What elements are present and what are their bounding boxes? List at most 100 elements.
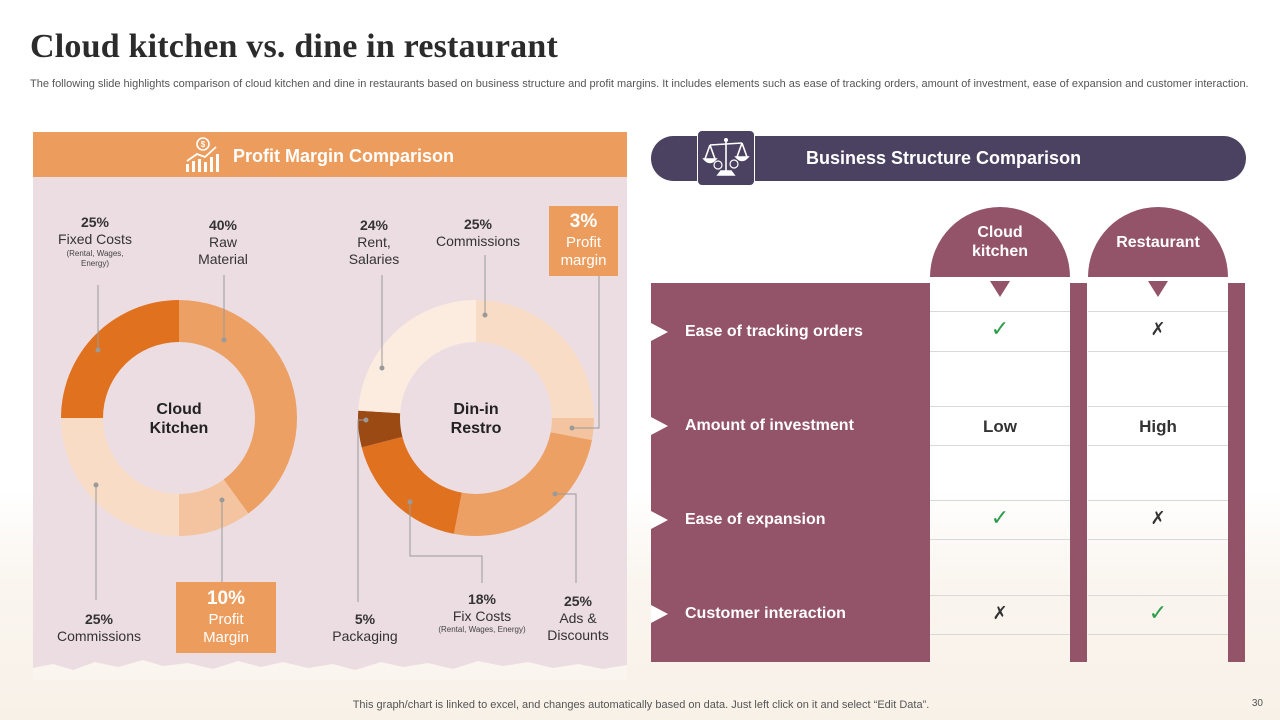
donut-slice-raw-material xyxy=(179,300,297,514)
page-number: 30 xyxy=(1251,698,1263,709)
grid-line xyxy=(930,311,1070,312)
slice-name-line1: Ads & xyxy=(559,610,597,626)
cloud-kitchen-center-label: Cloud Kitchen xyxy=(139,400,219,438)
cell-cloud-tracking-check-icon: ✓ xyxy=(990,316,1010,341)
column-arrow-restaurant xyxy=(1148,281,1168,297)
slice-pct: 25% xyxy=(80,214,110,230)
label-raw-material: 40% Raw Material xyxy=(183,217,263,268)
slice-name-line1: Rent, xyxy=(357,234,391,250)
center-label-line1: Cloud xyxy=(156,401,202,418)
callout-profit-margin-cloud: 10% Profit Margin xyxy=(176,582,276,653)
center-label-line2: Kitchen xyxy=(149,420,209,437)
grid-line xyxy=(930,445,1070,446)
cell-cloud-expansion-check-icon: ✓ xyxy=(990,505,1010,530)
leader-fix-costs xyxy=(409,502,483,583)
leader-packaging xyxy=(357,419,366,602)
leader-profit-margin-restro xyxy=(572,276,600,429)
cell-cloud-interaction-cross-icon: ✗ xyxy=(992,603,1008,623)
row-pointer xyxy=(651,511,668,529)
row-pointer xyxy=(651,605,668,623)
leader-dot xyxy=(407,499,413,505)
slice-name-line2: Discounts xyxy=(547,627,609,643)
column-divider-strip xyxy=(1070,283,1087,662)
donut-slice-rent-salaries xyxy=(358,300,476,414)
cell-restaurant-expansion-cross-icon: ✗ xyxy=(1150,508,1166,528)
center-label-line2: Restro xyxy=(450,420,502,437)
row-label-tracking-orders: Ease of tracking orders xyxy=(685,323,863,340)
grid-line xyxy=(1088,445,1228,446)
grid-line xyxy=(930,500,1070,501)
donut-slice-ads-discounts xyxy=(453,432,592,536)
column-header-label: Restaurant xyxy=(1116,233,1200,251)
grid-line xyxy=(930,351,1070,352)
grid-line xyxy=(930,634,1070,635)
grid-line xyxy=(930,539,1070,540)
grid-line xyxy=(930,406,1070,407)
callout-line1: Profit xyxy=(565,234,601,251)
callout-pct: 10% xyxy=(206,588,246,609)
donut-slice-packaging xyxy=(358,410,403,448)
scales-icon xyxy=(702,138,750,176)
leader-dot xyxy=(552,491,558,497)
leader-ads-discounts xyxy=(555,493,577,583)
row-label-investment: Amount of investment xyxy=(685,417,854,434)
business-structure-header: Business Structure Comparison xyxy=(806,148,1082,168)
leader-dot xyxy=(93,482,99,488)
leader-dot xyxy=(95,347,101,353)
cell-restaurant-investment: High xyxy=(1139,417,1177,436)
donut-slice-fix-costs xyxy=(361,436,462,534)
leader-dot xyxy=(363,417,369,423)
slice-name: Commissions xyxy=(56,628,141,644)
row-labels-block xyxy=(651,283,930,662)
profit-margin-header: Profit Margin Comparison xyxy=(233,146,455,166)
callout-line2: margin xyxy=(560,252,607,269)
label-fix-costs: 18% Fix Costs (Rental, Wages, Energy) xyxy=(421,591,543,635)
label-ads-discounts: 25% Ads & Discounts xyxy=(538,593,618,644)
slice-pct: 25% xyxy=(84,611,114,627)
slice-name: Commissions xyxy=(435,233,520,249)
slice-pct: 40% xyxy=(208,217,238,233)
cloud-kitchen-donut-chart xyxy=(61,300,297,536)
slice-name: Packaging xyxy=(332,628,398,644)
cell-restaurant-interaction-check-icon: ✓ xyxy=(1148,600,1168,625)
label-fixed-costs: 25% Fixed Costs (Rental, Wages, Energy) xyxy=(50,214,140,269)
leader-dot xyxy=(569,425,575,431)
svg-text:$: $ xyxy=(201,140,206,149)
label-commissions-cloud: 25% Commissions xyxy=(49,611,149,645)
callout-pct: 3% xyxy=(569,211,598,232)
grid-line xyxy=(1088,595,1228,596)
callout-line1: Profit xyxy=(208,611,244,628)
row-pointer xyxy=(651,417,668,435)
cell-cloud-investment: Low xyxy=(983,417,1017,436)
profit-margin-header-bar xyxy=(33,132,627,177)
footer-note: This graph/chart is linked to excel, and… xyxy=(352,699,930,711)
column-arrow-cloud xyxy=(990,281,1010,297)
grid-line xyxy=(1088,500,1228,501)
center-label-line1: Din-in xyxy=(453,401,499,418)
slice-note: (Rental, Wages, Energy) xyxy=(66,249,124,268)
grid-line xyxy=(1088,539,1228,540)
donut-slice-commissions xyxy=(476,300,594,418)
column-header-label: Cloud kitchen xyxy=(971,224,1028,260)
leader-dot xyxy=(482,312,488,318)
callout-profit-margin-restro: 3% Profit margin xyxy=(549,206,618,276)
slice-pct: 25% xyxy=(463,216,493,232)
page-title: Cloud kitchen vs. dine in restaurant xyxy=(30,28,558,65)
dine-in-center-label: Din-in Restro xyxy=(436,400,516,438)
row-label-expansion: Ease of expansion xyxy=(685,511,826,528)
label-packaging: 5% Packaging xyxy=(320,611,410,645)
slice-name: Fixed Costs xyxy=(58,231,132,247)
page-subtitle: The following slide highlights compariso… xyxy=(30,78,1249,90)
slice-name-line1: Raw xyxy=(208,234,237,250)
grid-line xyxy=(1088,406,1228,407)
banner-icon-box xyxy=(697,130,755,186)
dine-in-donut-chart xyxy=(358,300,594,536)
callout-line2: Margin xyxy=(203,629,249,646)
donut-slice-commissions xyxy=(61,418,179,536)
row-pointer xyxy=(651,323,668,341)
money-chart-icon: $ xyxy=(186,137,219,172)
slice-pct: 24% xyxy=(359,217,389,233)
grid-line xyxy=(930,595,1070,596)
grid-line xyxy=(1088,351,1228,352)
